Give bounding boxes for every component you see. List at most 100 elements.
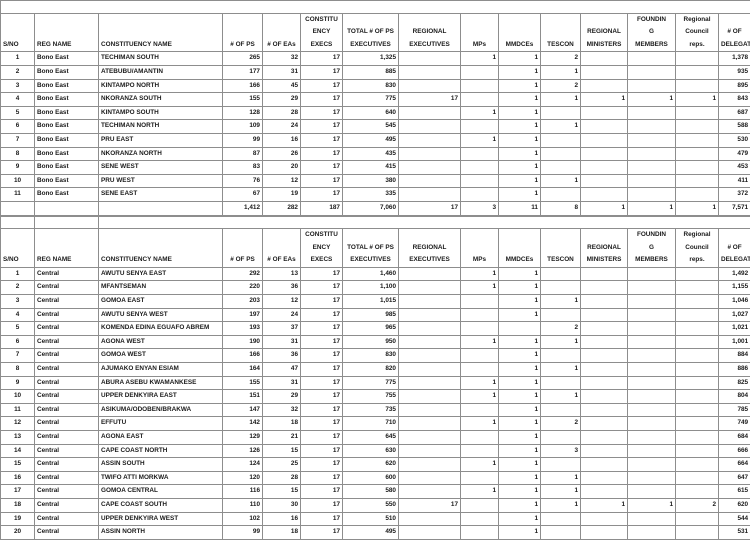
row-mmdces[interactable]: 1: [498, 484, 541, 499]
row-mmdces[interactable]: 1: [498, 334, 541, 350]
row-mmdces[interactable]: 1: [498, 457, 541, 472]
row-serial-number[interactable]: 9: [0, 160, 35, 175]
row-num-electoral-areas[interactable]: 16: [262, 511, 301, 527]
row-serial-number[interactable]: 4: [0, 92, 35, 107]
row-regional-executives[interactable]: [398, 64, 461, 80]
row-mps[interactable]: [460, 402, 499, 418]
row-regional-ministers[interactable]: [580, 132, 628, 148]
row-regional-executives[interactable]: [398, 511, 461, 527]
row-regional-ministers[interactable]: [580, 294, 628, 309]
row-tescon[interactable]: [540, 457, 581, 472]
row-constituency-execs[interactable]: 17: [300, 280, 343, 296]
row-tescon[interactable]: [540, 146, 581, 162]
row-tescon[interactable]: [540, 375, 581, 391]
row-num-polling-stations[interactable]: 190: [222, 334, 263, 350]
row-founding-members[interactable]: 1: [627, 92, 676, 107]
row-num-polling-stations[interactable]: 87: [222, 146, 263, 162]
row-constituency-execs[interactable]: 17: [300, 484, 343, 499]
row-regional-executives[interactable]: [398, 484, 461, 499]
row-regional-executives[interactable]: [398, 132, 461, 148]
row-region-name[interactable]: Bono East: [34, 64, 99, 80]
row-founding-members[interactable]: [627, 416, 676, 431]
row-founding-members[interactable]: [627, 348, 676, 364]
row-regional-executives[interactable]: [398, 389, 461, 404]
row-regional-executives[interactable]: [398, 402, 461, 418]
row-founding-members[interactable]: [627, 307, 676, 323]
row-total-ps-executives[interactable]: 645: [342, 430, 399, 445]
row-region-name[interactable]: Central: [34, 511, 99, 527]
row-mmdces[interactable]: 1: [498, 266, 541, 282]
row-num-polling-stations[interactable]: 265: [222, 51, 263, 66]
row-regional-ministers[interactable]: 1: [580, 200, 628, 216]
row-constituency-name[interactable]: KINTAMPO SOUTH: [98, 105, 223, 121]
row-regional-ministers[interactable]: [580, 173, 628, 189]
row-founding-members[interactable]: [627, 362, 676, 377]
row-num-polling-stations[interactable]: 142: [222, 416, 263, 431]
row-region-name[interactable]: Bono East: [34, 105, 99, 121]
row-regional-council-reps[interactable]: [675, 389, 719, 404]
row-tescon[interactable]: 1: [540, 362, 581, 377]
row-regional-council-reps[interactable]: 1: [675, 200, 719, 216]
row-constituency-execs[interactable]: 17: [300, 266, 343, 282]
row-serial-number[interactable]: 11: [0, 187, 35, 202]
row-num-delegates[interactable]: 411: [717, 173, 750, 189]
row-tescon[interactable]: 1: [540, 64, 581, 80]
row-mmdces[interactable]: 1: [498, 470, 541, 486]
row-mps[interactable]: 3: [460, 200, 499, 216]
row-serial-number[interactable]: 1: [0, 51, 35, 66]
row-tescon[interactable]: 1: [540, 92, 581, 107]
row-regional-council-reps[interactable]: [675, 64, 719, 80]
row-constituency-execs[interactable]: 17: [300, 402, 343, 418]
row-total-ps-executives[interactable]: 620: [342, 457, 399, 472]
row-region-name[interactable]: Bono East: [34, 173, 99, 189]
row-constituency-execs[interactable]: 17: [300, 132, 343, 148]
row-regional-executives[interactable]: [398, 146, 461, 162]
row-num-electoral-areas[interactable]: 29: [262, 389, 301, 404]
row-total-ps-executives[interactable]: 600: [342, 470, 399, 486]
row-num-electoral-areas[interactable]: 45: [262, 78, 301, 94]
row-num-delegates[interactable]: 684: [717, 430, 750, 445]
row-constituency-execs[interactable]: 17: [300, 416, 343, 431]
row-regional-council-reps[interactable]: [675, 348, 719, 364]
row-regional-council-reps[interactable]: [675, 294, 719, 309]
row-tescon[interactable]: 1: [540, 470, 581, 486]
row-tescon[interactable]: 3: [540, 443, 581, 459]
row-mmdces[interactable]: 1: [498, 160, 541, 175]
row-region-name[interactable]: Central: [34, 307, 99, 323]
row-mmdces[interactable]: 1: [498, 389, 541, 404]
row-region-name[interactable]: Central: [34, 294, 99, 309]
row-regional-ministers[interactable]: [580, 307, 628, 323]
row-mmdces[interactable]: 1: [498, 511, 541, 527]
row-total-ps-executives[interactable]: 335: [342, 187, 399, 202]
row-region-name[interactable]: Central: [34, 430, 99, 445]
row-regional-ministers[interactable]: [580, 321, 628, 336]
row-tescon[interactable]: [540, 266, 581, 282]
row-constituency-name[interactable]: AWUTU SENYA WEST: [98, 307, 223, 323]
row-mmdces[interactable]: 1: [498, 362, 541, 377]
row-serial-number[interactable]: 5: [0, 105, 35, 121]
row-founding-members[interactable]: [627, 484, 676, 499]
row-regional-executives[interactable]: [398, 119, 461, 134]
row-tescon[interactable]: 2: [540, 78, 581, 94]
row-regional-ministers[interactable]: [580, 525, 628, 540]
row-mmdces[interactable]: 1: [498, 294, 541, 309]
row-constituency-name[interactable]: AJUMAKO ENYAN ESIAM: [98, 362, 223, 377]
row-constituency-execs[interactable]: 17: [300, 119, 343, 134]
row-regional-executives[interactable]: [398, 160, 461, 175]
row-num-electoral-areas[interactable]: 21: [262, 430, 301, 445]
row-num-delegates[interactable]: 1,492: [717, 266, 750, 282]
row-total-ps-executives[interactable]: 965: [342, 321, 399, 336]
row-num-delegates[interactable]: 453: [717, 160, 750, 175]
row-tescon[interactable]: [540, 511, 581, 527]
row-num-delegates[interactable]: 886: [717, 362, 750, 377]
row-constituency-name[interactable]: NKORANZA NORTH: [98, 146, 223, 162]
row-tescon[interactable]: 1: [540, 484, 581, 499]
row-region-name[interactable]: Bono East: [34, 92, 99, 107]
row-num-electoral-areas[interactable]: 31: [262, 375, 301, 391]
row-mps[interactable]: [460, 92, 499, 107]
row-mps[interactable]: [460, 146, 499, 162]
row-constituency-name[interactable]: KINTAMPO NORTH: [98, 78, 223, 94]
row-constituency-execs[interactable]: 17: [300, 146, 343, 162]
row-constituency-name[interactable]: PRU WEST: [98, 173, 223, 189]
row-tescon[interactable]: 2: [540, 416, 581, 431]
